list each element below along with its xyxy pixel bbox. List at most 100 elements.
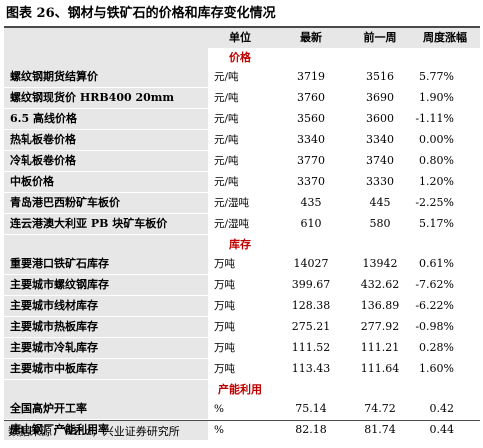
section-spacer (272, 48, 480, 67)
table-row: 主要城市热板库存 万吨 275.21 277.92 -0.98% (4, 316, 480, 338)
table-row: 主要城市中板库存 万吨 113.43 111.64 1.60% (4, 358, 480, 380)
row-prev-week: 3330 (350, 171, 410, 193)
row-latest: 113.43 (272, 358, 350, 380)
row-prev-week: 3340 (350, 129, 410, 151)
row-name: 连云港澳大利亚 PB 块矿车板价 (4, 213, 208, 235)
row-latest: 3560 (272, 108, 350, 130)
header-unit: 单位 (208, 28, 272, 48)
section-spacer (272, 234, 480, 254)
row-unit: 万吨 (208, 274, 272, 296)
section-row: 价格 (4, 48, 480, 67)
section-label: 价格 (208, 48, 272, 67)
row-prev-week: 13942 (350, 254, 410, 275)
row-prev-week: 74.72 (350, 399, 410, 420)
table-body: 价格 螺纹钢期货结算价 元/吨 3719 3516 5.77% 螺纹钢现货价 HRB400 … (4, 48, 480, 441)
row-latest: 3760 (272, 87, 350, 109)
table-row: 唐山钢厂产能利用率% 82.18 81.74 0.44 (4, 419, 480, 441)
row-unit: 元/吨 (208, 171, 272, 193)
table-row: 冷轧板卷价格 元/吨 3770 3740 0.80% (4, 150, 480, 172)
row-name: 全国高炉开工率 (4, 399, 208, 420)
section-label: 库存 (208, 234, 272, 254)
row-latest: 3370 (272, 171, 350, 193)
header-row: 单位 最新 前一周 周度涨幅 (4, 28, 480, 48)
table-row: 热轧板卷价格 元/吨 3340 3340 0.00% (4, 129, 480, 151)
row-weekly-change: 1.60% (410, 358, 480, 380)
figure-title: 图表 26、钢材与铁矿石的价格和库存变化情况 (6, 6, 276, 21)
row-prev-week: 3600 (350, 108, 410, 130)
row-name: 主要城市螺纹钢库存 (4, 274, 208, 296)
row-name: 螺纹钢期货结算价 (4, 67, 208, 88)
row-name: 主要城市冷轧库存 (4, 337, 208, 359)
row-latest: 128.38 (272, 295, 350, 317)
row-prev-week: 3740 (350, 150, 410, 172)
table-row: 主要城市冷轧库存 万吨 111.52 111.21 0.28% (4, 337, 480, 359)
section-row: 库存 (4, 234, 480, 254)
header-name (4, 28, 208, 48)
row-weekly-change: 1.90% (410, 87, 480, 109)
row-name: 热轧板卷价格 (4, 129, 208, 151)
table-row: 螺纹钢现货价 HRB400 20mm 元/吨 3760 3690 1.90% (4, 87, 480, 109)
row-weekly-change: 0.80% (410, 150, 480, 172)
row-latest: 610 (272, 213, 350, 235)
row-unit: % (208, 419, 272, 441)
header-prev-week: 前一周 (350, 28, 410, 48)
row-weekly-change: -6.22% (410, 295, 480, 317)
row-weekly-change: 1.20% (410, 171, 480, 193)
row-latest: 14027 (272, 254, 350, 275)
table-row: 全国高炉开工率% 75.14 74.72 0.42 (4, 399, 480, 420)
row-prev-week: 277.92 (350, 316, 410, 338)
row-prev-week: 3690 (350, 87, 410, 109)
source-note: 数据来源：Wind，兴业证券研究所 (8, 425, 180, 438)
section-spacer (4, 48, 208, 67)
row-unit: 元/吨 (208, 67, 272, 88)
row-unit: 元/吨 (208, 129, 272, 151)
row-prev-week: 432.62 (350, 274, 410, 296)
row-unit: 万吨 (208, 316, 272, 338)
row-weekly-change: -2.25% (410, 192, 480, 214)
row-name: 冷轧板卷价格 (4, 150, 208, 172)
section-spacer (272, 379, 480, 399)
row-unit: 万吨 (208, 254, 272, 275)
header-weekly-change: 周度涨幅 (410, 28, 480, 48)
row-unit: 元/吨 (208, 108, 272, 130)
table-row: 重要港口铁矿石库存 万吨 14027 13942 0.61% (4, 254, 480, 275)
row-weekly-change: -7.62% (410, 274, 480, 296)
row-unit: 元/湿吨 (208, 213, 272, 235)
row-name: 主要城市线材库存 (4, 295, 208, 317)
row-weekly-change: 0.44 (410, 419, 480, 441)
row-weekly-change: 0.00% (410, 129, 480, 151)
row-latest: 399.67 (272, 274, 350, 296)
row-name: 6.5 高线价格 (4, 108, 208, 130)
row-unit: 万吨 (208, 337, 272, 359)
row-prev-week: 580 (350, 213, 410, 235)
row-prev-week: 445 (350, 192, 410, 214)
table-row: 连云港澳大利亚 PB 块矿车板价 元/湿吨 610 580 5.17% (4, 213, 480, 235)
row-name: 唐山钢厂产能利用率 (4, 419, 208, 441)
row-unit: 元/湿吨 (208, 192, 272, 214)
row-latest: 82.18 (272, 419, 350, 441)
row-unit: 元/吨 (208, 150, 272, 172)
row-latest: 435 (272, 192, 350, 214)
row-unit: 元/吨 (208, 87, 272, 109)
bottom-rule (4, 420, 480, 421)
row-unit: 万吨 (208, 358, 272, 380)
row-latest: 111.52 (272, 337, 350, 359)
price-inventory-table: 单位 最新 前一周 周度涨幅 价格 螺纹钢期货结算价 元/吨 3719 3516 5.77… (4, 28, 480, 441)
row-weekly-change: 0.61% (410, 254, 480, 275)
row-latest: 75.14 (272, 399, 350, 420)
row-name: 螺纹钢现货价 HRB400 20mm (4, 87, 208, 109)
row-latest: 275.21 (272, 316, 350, 338)
row-prev-week: 111.64 (350, 358, 410, 380)
row-weekly-change: 5.77% (410, 67, 480, 88)
row-prev-week: 111.21 (350, 337, 410, 359)
header-latest: 最新 (272, 28, 350, 48)
row-latest: 3770 (272, 150, 350, 172)
row-weekly-change: 0.42 (410, 399, 480, 420)
table-row: 主要城市螺纹钢库存 万吨 399.67 432.62 -7.62% (4, 274, 480, 296)
section-spacer (4, 234, 208, 254)
row-latest: 3340 (272, 129, 350, 151)
row-latest: 3719 (272, 67, 350, 88)
top-rule (4, 26, 480, 28)
row-name: 青岛港巴西粉矿车板价 (4, 192, 208, 214)
section-spacer (4, 379, 208, 399)
